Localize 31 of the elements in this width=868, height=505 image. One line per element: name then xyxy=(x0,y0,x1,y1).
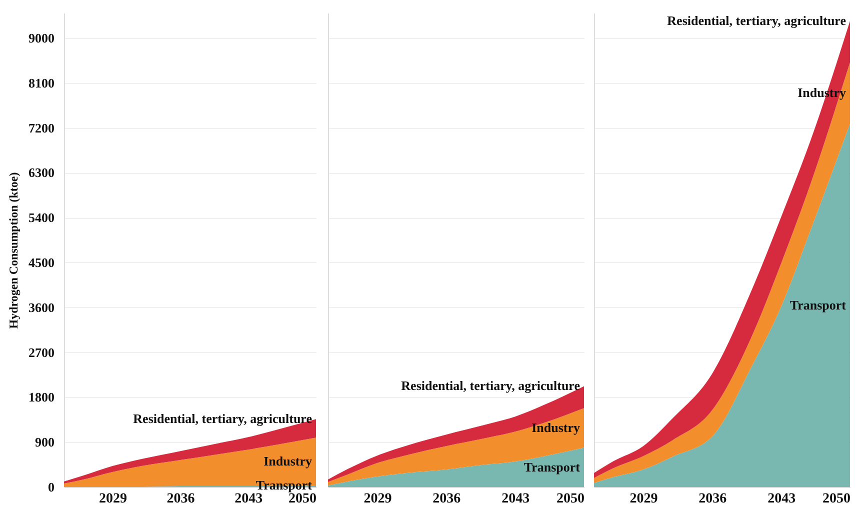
series-label: Residential, tertiary, agriculture xyxy=(401,378,580,394)
y-tick-label: 900 xyxy=(35,434,54,450)
series-label: Industry xyxy=(532,420,580,435)
y-tick-label: 6300 xyxy=(28,165,54,180)
x-tick-label: 2036 xyxy=(698,492,727,505)
x-tick-label: 2029 xyxy=(364,492,392,505)
y-tick-label: 1800 xyxy=(28,390,54,405)
series-label: Transport xyxy=(524,459,581,474)
x-tick-label: 2050 xyxy=(556,492,584,505)
y-tick-label: 4500 xyxy=(28,254,54,270)
x-tick-label: 2029 xyxy=(630,492,658,505)
x-tick-label: 2050 xyxy=(288,492,316,505)
y-tick-label: 0 xyxy=(48,480,54,494)
x-tick-label: 2050 xyxy=(822,492,850,505)
y-tick-label: 3600 xyxy=(28,300,54,315)
series-label: Residential, tertiary, agriculture xyxy=(133,411,312,426)
y-tick-label: 7200 xyxy=(28,120,54,136)
x-tick-label: 2036 xyxy=(166,492,195,505)
x-tick-label: 2043 xyxy=(234,492,263,505)
x-tick-label: 2043 xyxy=(768,492,796,505)
y-tick-label: 2700 xyxy=(28,344,54,360)
x-tick-label: 2036 xyxy=(432,492,461,505)
y-tick-label: 8100 xyxy=(28,75,54,90)
x-tick-label: 2029 xyxy=(98,492,127,505)
y-tick-label: 5400 xyxy=(28,210,54,226)
x-tick-label: 2043 xyxy=(502,492,530,505)
series-label: Industry xyxy=(264,454,312,469)
series-label: Residential, tertiary, agriculture xyxy=(667,12,846,28)
series-label: Transport xyxy=(790,297,847,312)
y-axis-title: Hydrogen Consumption (ktoe) xyxy=(6,172,20,329)
y-tick-label: 9000 xyxy=(28,30,54,46)
